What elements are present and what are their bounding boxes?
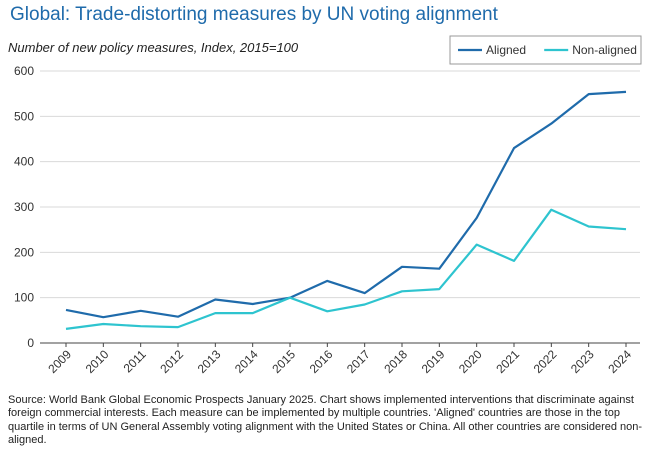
- x-tick-label: 2022: [531, 347, 560, 376]
- x-tick-label: 2014: [232, 347, 261, 376]
- chart-subtitle: Number of new policy measures, Index, 20…: [8, 40, 299, 55]
- x-tick-label: 2019: [419, 347, 448, 376]
- x-tick-label: 2020: [456, 347, 485, 376]
- x-tick-label: 2023: [568, 347, 597, 376]
- source-note: Source: World Bank Global Economic Prosp…: [8, 394, 643, 447]
- y-tick-label: 500: [14, 109, 34, 123]
- x-tick-label: 2021: [493, 347, 522, 376]
- x-tick-label: 2017: [344, 347, 373, 376]
- x-tick-label: 2024: [605, 347, 634, 376]
- legend-label: Aligned: [486, 43, 526, 57]
- y-tick-label: 200: [14, 245, 34, 259]
- x-tick-label: 2010: [83, 347, 112, 376]
- x-tick-label: 2016: [307, 347, 336, 376]
- gridlines: [40, 70, 640, 344]
- x-tick-label: 2011: [121, 347, 149, 375]
- y-tick-label: 100: [14, 291, 34, 305]
- y-tick-label: 600: [14, 64, 34, 78]
- y-tick-label: 0: [27, 336, 34, 350]
- axes: 0 100 200 300 400 500 600 2009 2010 2011 2012 2013 2…: [14, 64, 634, 376]
- series-line-aligned: [65, 90, 627, 319]
- x-tick-label: 2009: [45, 347, 74, 376]
- series-lines: [65, 90, 627, 330]
- y-tick-label: 300: [14, 200, 34, 214]
- x-tick-label: 2012: [157, 347, 186, 376]
- legend: Aligned Non-aligned: [449, 35, 642, 65]
- x-tick-label: 2013: [195, 347, 224, 376]
- chart-title: Global: Trade-distorting measures by UN …: [10, 4, 498, 25]
- y-tick-label: 400: [14, 155, 34, 169]
- x-tick-label: 2015: [269, 347, 298, 376]
- series-line-non-aligned: [65, 208, 627, 330]
- x-tick-label: 2018: [381, 347, 410, 376]
- legend-label: Non-aligned: [572, 43, 637, 57]
